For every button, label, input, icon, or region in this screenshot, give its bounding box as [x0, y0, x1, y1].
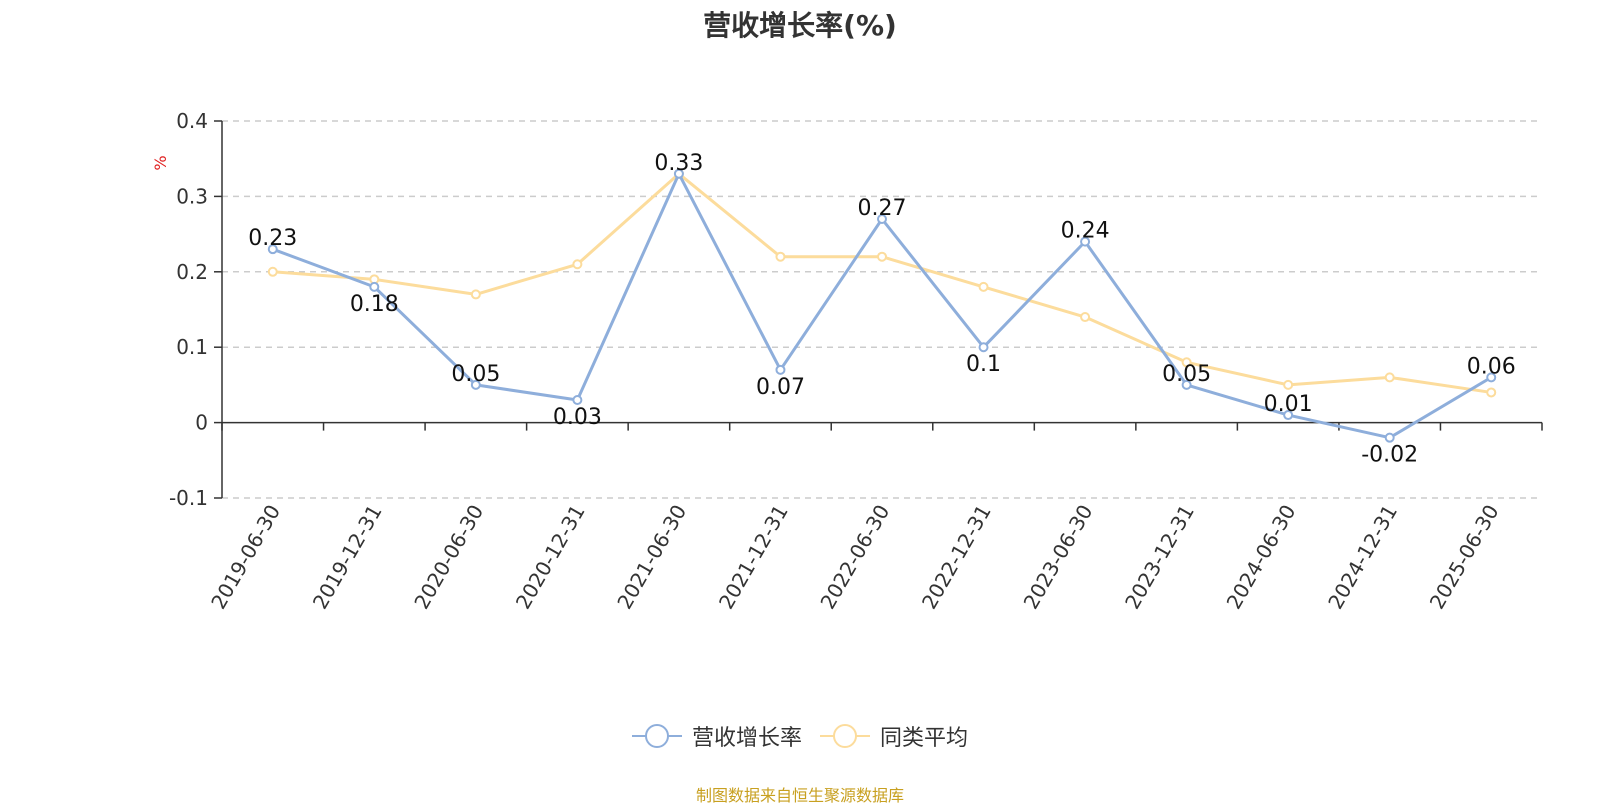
data-label: 0.03	[553, 405, 602, 430]
x-tick-label: 2020-06-30	[409, 501, 488, 614]
y-tick-label: 0.3	[176, 184, 208, 208]
data-point	[1080, 312, 1091, 323]
legend-label: 营收增长率	[691, 726, 802, 751]
data-label: 0.27	[858, 196, 907, 221]
data-point	[1080, 236, 1091, 247]
grid-lines	[222, 120, 1542, 499]
data-label: 0.05	[451, 362, 500, 387]
data-label: 0.07	[756, 375, 805, 400]
data-point	[1384, 432, 1395, 443]
data-point	[369, 281, 380, 292]
legend-swatch	[820, 724, 870, 748]
legend-swatch	[631, 724, 682, 748]
data-point	[1486, 387, 1497, 398]
data-point	[978, 342, 989, 353]
data-label: 0.1	[966, 352, 1001, 377]
data-point	[775, 364, 786, 375]
x-tick-label: 2019-12-31	[308, 501, 387, 614]
data-point	[470, 379, 481, 390]
data-point	[267, 244, 278, 255]
x-tick-label: 2020-12-31	[511, 501, 590, 614]
data-point	[978, 281, 989, 292]
x-tick-label: 2021-06-30	[612, 501, 691, 614]
data-point	[572, 394, 583, 405]
data-label: 0.18	[350, 292, 399, 317]
data-point	[470, 289, 481, 300]
x-tick-label: 2021-12-31	[714, 501, 793, 614]
data-point	[1283, 410, 1294, 421]
legend-label: 同类平均	[880, 726, 969, 751]
line-chart: -0.1 0 0.1 0.2 0.3 0.4% 2019-06-30 2019-12-31 20…	[151, 109, 1543, 614]
data-label: 0.33	[654, 151, 703, 176]
data-point	[877, 251, 887, 262]
data-label: 0.06	[1467, 354, 1516, 379]
x-tick-label: 2022-12-31	[917, 501, 996, 614]
x-tick-label: 2023-12-31	[1120, 501, 1199, 614]
data-point	[673, 168, 684, 179]
data-point	[877, 214, 887, 225]
y-tick-label: -0.1	[169, 486, 208, 510]
series-layer	[267, 168, 1497, 443]
x-tick-label: 2023-06-30	[1019, 501, 1098, 614]
legend-item-0[interactable]: 营收增长率	[631, 720, 802, 752]
legend-marker	[833, 724, 857, 748]
x-tick-label: 2019-06-30	[206, 501, 285, 614]
data-point	[572, 259, 583, 270]
data-source-note: 制图数据来自恒生聚源数据库	[695, 786, 904, 805]
y-tick-label: 0.2	[176, 260, 208, 284]
legend: 营收增长率 同类平均	[0, 720, 1600, 752]
data-point	[1283, 379, 1294, 390]
x-tick-label: 2024-06-30	[1222, 501, 1301, 614]
legend-marker	[644, 724, 669, 748]
y-axis-label: %	[151, 155, 170, 170]
data-point	[1486, 372, 1497, 383]
data-label: 0.05	[1162, 362, 1211, 387]
data-point	[1181, 379, 1192, 390]
chart-title: 营收增长率(%)	[703, 9, 897, 42]
data-labels: 0.23 0.18 0.05 0.03 0.33 0.07 0.27 0.1 0.24 0.05 0…	[248, 151, 1515, 468]
axes: -0.1 0 0.1 0.2 0.3 0.4% 2019-06-30 2019-12-31 20…	[151, 109, 1543, 614]
data-label: 0.01	[1264, 392, 1313, 417]
data-point	[1384, 372, 1395, 383]
y-tick-label: 0.4	[176, 109, 208, 133]
y-tick-label: 0	[195, 411, 208, 435]
data-label: 0.23	[248, 226, 297, 251]
x-tick-label: 2024-12-31	[1323, 501, 1402, 614]
y-tick-label: 0.1	[176, 335, 208, 359]
x-tick-label: 2025-06-30	[1425, 501, 1504, 614]
data-point	[775, 251, 786, 262]
x-tick-label: 2022-06-30	[815, 501, 894, 614]
data-label: -0.02	[1361, 443, 1418, 468]
data-point	[1181, 357, 1192, 368]
data-point	[267, 266, 278, 277]
data-label: 0.24	[1061, 219, 1110, 244]
legend-item-1[interactable]: 同类平均	[820, 720, 968, 752]
